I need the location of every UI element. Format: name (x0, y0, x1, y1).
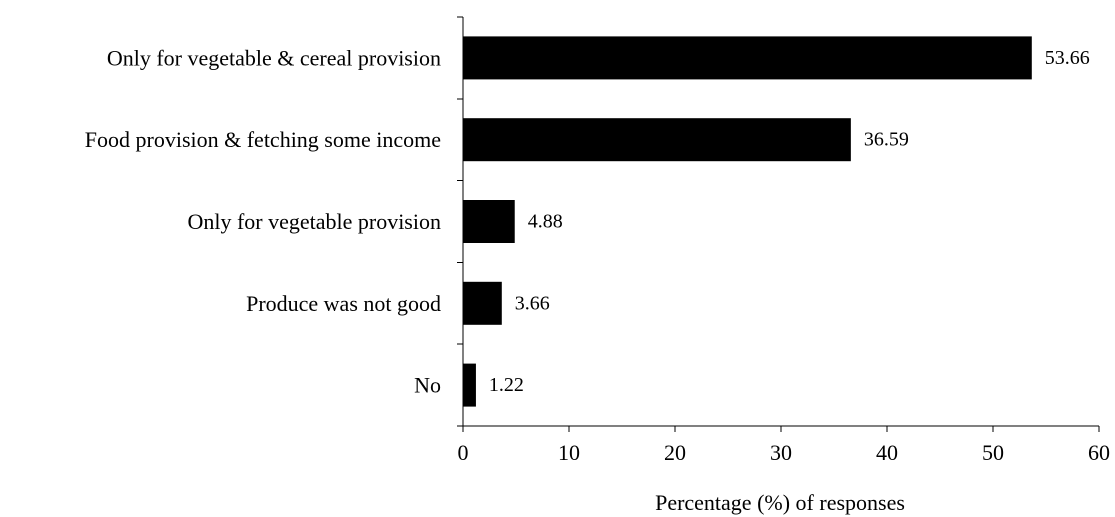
x-tick-label: 30 (770, 440, 792, 465)
bar (463, 36, 1032, 80)
category-label: No (414, 373, 441, 398)
x-tick-label: 20 (664, 440, 686, 465)
ticks-group: 0 10 20 30 40 50 60 (457, 16, 1110, 465)
category-label: Only for vegetable provision (187, 209, 441, 234)
bar (463, 200, 515, 243)
bars-group (463, 36, 1032, 407)
data-label: 4.88 (528, 211, 563, 233)
category-label: Only for vegetable & cereal provision (107, 45, 441, 70)
bar (463, 118, 851, 162)
category-label: Produce was not good (246, 291, 441, 316)
category-labels-group: Only for vegetable & cereal provision Foo… (85, 45, 441, 397)
x-axis-title: Percentage (%) of responses (655, 490, 905, 515)
data-label: 53.66 (1045, 47, 1090, 69)
data-label: 1.22 (489, 374, 524, 396)
x-tick-label: 40 (876, 440, 898, 465)
x-tick-label: 50 (982, 440, 1004, 465)
data-label: 36.59 (864, 129, 909, 151)
bar (463, 281, 502, 325)
x-tick-label: 10 (558, 440, 580, 465)
x-tick-label: 60 (1088, 440, 1110, 465)
data-label: 3.66 (515, 292, 550, 314)
x-tick-label: 0 (458, 440, 469, 465)
value-labels-group: 53.66 36.59 4.88 3.66 1.22 (489, 47, 1090, 396)
bar (463, 363, 476, 407)
category-label: Food provision & fetching some income (85, 127, 441, 152)
